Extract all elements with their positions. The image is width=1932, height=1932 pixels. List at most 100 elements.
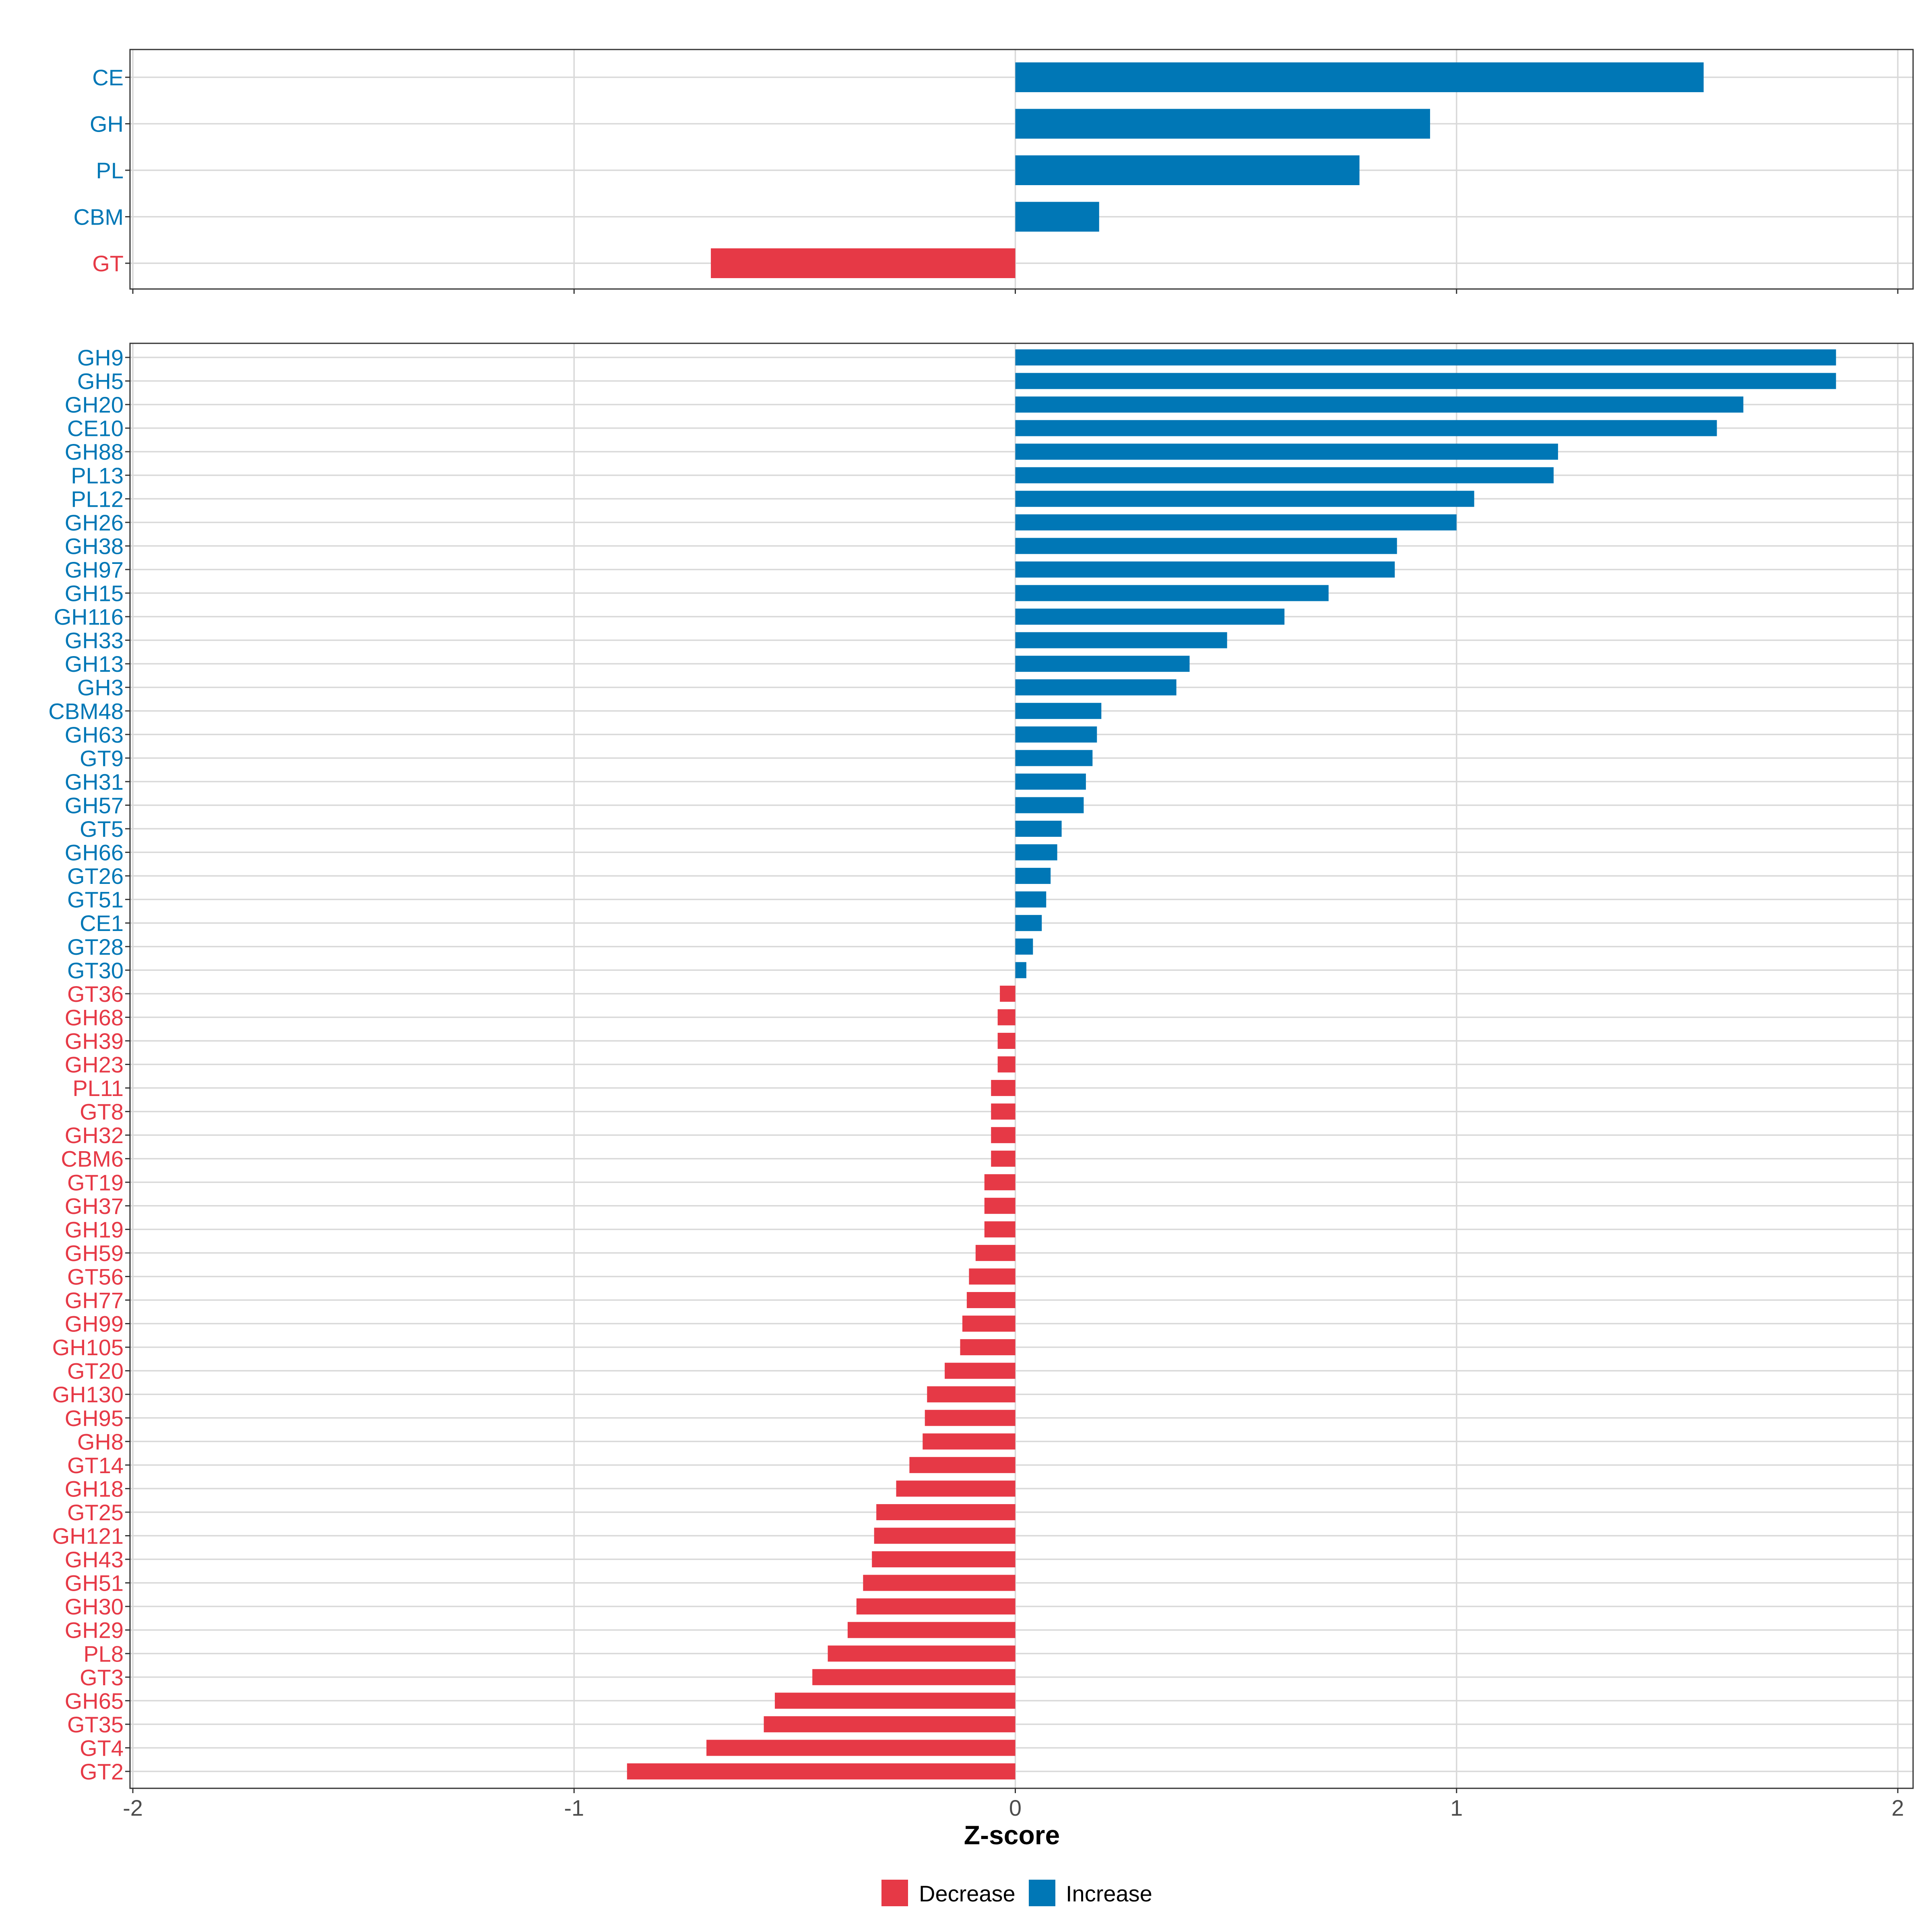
y-tick-label: GH3 [77, 675, 124, 700]
y-tick-label: GH19 [65, 1217, 124, 1242]
y-tick-label: PL [96, 158, 124, 183]
bar-gh59 [975, 1245, 1016, 1261]
y-tick-label: GH95 [65, 1406, 124, 1431]
x-tick-label: -2 [123, 1795, 143, 1821]
bar-cbm6 [991, 1150, 1016, 1167]
bar-pl8 [828, 1645, 1016, 1662]
y-tick-label: GH30 [65, 1594, 124, 1619]
bar-gt36 [1000, 985, 1016, 1002]
y-tick-label: GH15 [65, 581, 124, 606]
y-tick-label: GT20 [67, 1358, 124, 1384]
y-tick-label: GT4 [80, 1735, 124, 1761]
bar-gh66 [1015, 844, 1057, 861]
y-tick-label: GT51 [67, 887, 124, 912]
bar-gt56 [969, 1268, 1016, 1285]
bar-gt3 [812, 1669, 1016, 1685]
bar-ce1 [1015, 915, 1042, 931]
bar-gh116 [1015, 609, 1285, 625]
y-tick-label: GH20 [65, 392, 124, 417]
legend-label-decrease: Decrease [919, 1881, 1016, 1906]
legend-swatch-increase [1029, 1880, 1055, 1906]
bar-gh57 [1015, 797, 1084, 813]
bar-gh95 [925, 1410, 1016, 1426]
bar-gh51 [863, 1575, 1016, 1591]
bar-gh43 [872, 1551, 1016, 1568]
y-tick-label: GT19 [67, 1170, 124, 1195]
y-tick-label: GT8 [80, 1099, 124, 1125]
bar-gh77 [966, 1292, 1016, 1308]
y-tick-label: PL12 [71, 486, 124, 512]
y-tick-label: GH43 [65, 1547, 124, 1572]
y-tick-label: GT35 [67, 1712, 124, 1737]
bar-gh23 [997, 1056, 1016, 1073]
y-tick-label: GH38 [65, 533, 124, 559]
y-tick-label: PL13 [71, 463, 124, 488]
y-tick-label: GH77 [65, 1288, 124, 1313]
bar-gt19 [984, 1174, 1016, 1191]
panel-border [129, 49, 1914, 290]
y-tick-label: GH [90, 111, 124, 137]
bar-gh15 [1015, 585, 1329, 601]
bar-gh13 [1015, 656, 1190, 672]
bar-gh99 [962, 1315, 1016, 1332]
bar-gh37 [984, 1197, 1016, 1214]
bar-gh32 [991, 1127, 1016, 1144]
y-tick-label: GH29 [65, 1618, 124, 1643]
bar-gh38 [1015, 538, 1397, 554]
x-tick-label: 1 [1450, 1795, 1463, 1821]
bar-ce10 [1015, 420, 1717, 436]
y-tick-label: GH57 [65, 793, 124, 818]
legend-swatch-decrease [881, 1880, 908, 1906]
y-tick-label: GT28 [67, 934, 124, 960]
y-tick-label: GH63 [65, 722, 124, 747]
y-tick-label: GT5 [80, 816, 124, 842]
bar-gt35 [764, 1716, 1016, 1732]
y-tick-label: GH99 [65, 1311, 124, 1337]
bar-gh29 [847, 1622, 1016, 1638]
bar-gh105 [960, 1339, 1016, 1356]
y-tick-label: GH8 [77, 1429, 124, 1454]
y-tick-label: GT2 [80, 1759, 124, 1784]
bar-gh121 [874, 1527, 1016, 1544]
y-tick-label: GH116 [54, 604, 124, 630]
x-axis-title: Z-score [964, 1820, 1060, 1850]
bar-gt9 [1015, 750, 1093, 766]
bar-gt [711, 248, 1016, 278]
y-tick-label: PL11 [72, 1075, 124, 1101]
bar-gt26 [1015, 868, 1051, 884]
bar-gh39 [997, 1032, 1016, 1049]
bar-gh68 [997, 1009, 1016, 1026]
y-tick-label: GT36 [67, 981, 124, 1007]
y-tick-label: GT14 [67, 1453, 124, 1478]
y-tick-label: GH13 [65, 651, 124, 677]
bar-pl [1015, 155, 1360, 185]
bar-gt28 [1015, 938, 1033, 955]
bar-cbm [1015, 202, 1099, 232]
bar-gh63 [1015, 726, 1097, 743]
y-tick-label: CE [92, 65, 124, 90]
y-tick-label: GH88 [65, 439, 124, 464]
legend: Decrease Increase [881, 1880, 1152, 1906]
bottom-panel: GH9GH5GH20CE10GH88PL13PL12GH26GH38GH97GH… [48, 343, 1914, 1821]
y-tick-label: CBM6 [61, 1146, 124, 1172]
x-tick-label: 2 [1891, 1795, 1904, 1821]
bar-gh8 [923, 1433, 1016, 1450]
bar-gt30 [1015, 962, 1026, 978]
panel-border [129, 343, 1914, 1789]
bar-gh20 [1015, 396, 1744, 413]
y-tick-label: GT [92, 251, 124, 276]
bar-gt5 [1015, 821, 1062, 837]
y-tick-label: GT3 [80, 1665, 124, 1690]
bar-gh18 [896, 1480, 1016, 1497]
y-tick-label: GH5 [77, 369, 124, 394]
bar-pl12 [1015, 491, 1474, 507]
top-panel: CE GH PL CBM GT [74, 49, 1914, 294]
bar-gt25 [876, 1504, 1016, 1520]
bar-cbm48 [1015, 703, 1102, 719]
bar-gh130 [927, 1386, 1016, 1403]
bar-gh65 [775, 1693, 1016, 1709]
y-tick-label: CE10 [67, 416, 124, 441]
bar-gh97 [1015, 561, 1395, 578]
bar-gt8 [991, 1103, 1016, 1120]
